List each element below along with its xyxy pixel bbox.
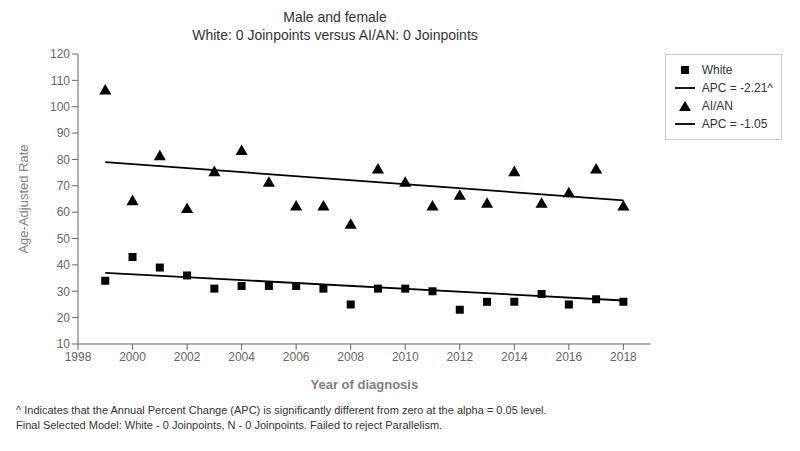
html-text:AI/AN: AI/AN <box>701 99 733 113</box>
svg-text:110: 110 <box>51 74 70 88</box>
svg-text:80: 80 <box>57 153 71 167</box>
html-text:^ Indicates that the Annual Pe: ^ Indicates that the Annual Percent Chan… <box>16 404 547 416</box>
svg-text:40: 40 <box>57 258 71 272</box>
svg-text:120: 120 <box>50 47 70 61</box>
svg-text:100: 100 <box>50 100 70 114</box>
svg-text:50: 50 <box>57 232 71 246</box>
html-text:White: 0 Joinpoints versus AI/: White: 0 Joinpoints versus AI/AN: 0 Join… <box>192 27 478 43</box>
svg-text:2004: 2004 <box>228 350 255 364</box>
svg-text:1998: 1998 <box>65 350 92 364</box>
svg-text:2016: 2016 <box>555 350 582 364</box>
svg-text:2000: 2000 <box>119 350 146 364</box>
svg-text:2008: 2008 <box>337 350 364 364</box>
svg-text:90: 90 <box>57 126 71 140</box>
html-text:APC = -1.05: APC = -1.05 <box>701 117 768 131</box>
svg-text:70: 70 <box>57 179 71 193</box>
html-text:Male and female: Male and female <box>283 9 387 25</box>
svg-text:2002: 2002 <box>174 350 201 364</box>
svg-text:2018: 2018 <box>610 350 637 364</box>
svg-text:60: 60 <box>57 205 71 219</box>
svg-text:2014: 2014 <box>501 350 528 364</box>
html-text:White: White <box>701 63 733 77</box>
svg-text:Year of diagnosis: Year of diagnosis <box>311 377 419 392</box>
svg-text:20: 20 <box>57 311 71 325</box>
html-text:Final Selected Model: White -: Final Selected Model: White - 0 Joinpoin… <box>16 419 443 431</box>
svg-text:10: 10 <box>57 337 71 351</box>
svg-text:2010: 2010 <box>392 350 419 364</box>
svg-text:Age-Adjusted Rate: Age-Adjusted Rate <box>16 144 31 253</box>
svg-text:30: 30 <box>57 285 71 299</box>
html-text:APC = -2.21^: APC = -2.21^ <box>701 81 773 95</box>
svg-text:2012: 2012 <box>446 350 473 364</box>
svg-text:2006: 2006 <box>283 350 310 364</box>
